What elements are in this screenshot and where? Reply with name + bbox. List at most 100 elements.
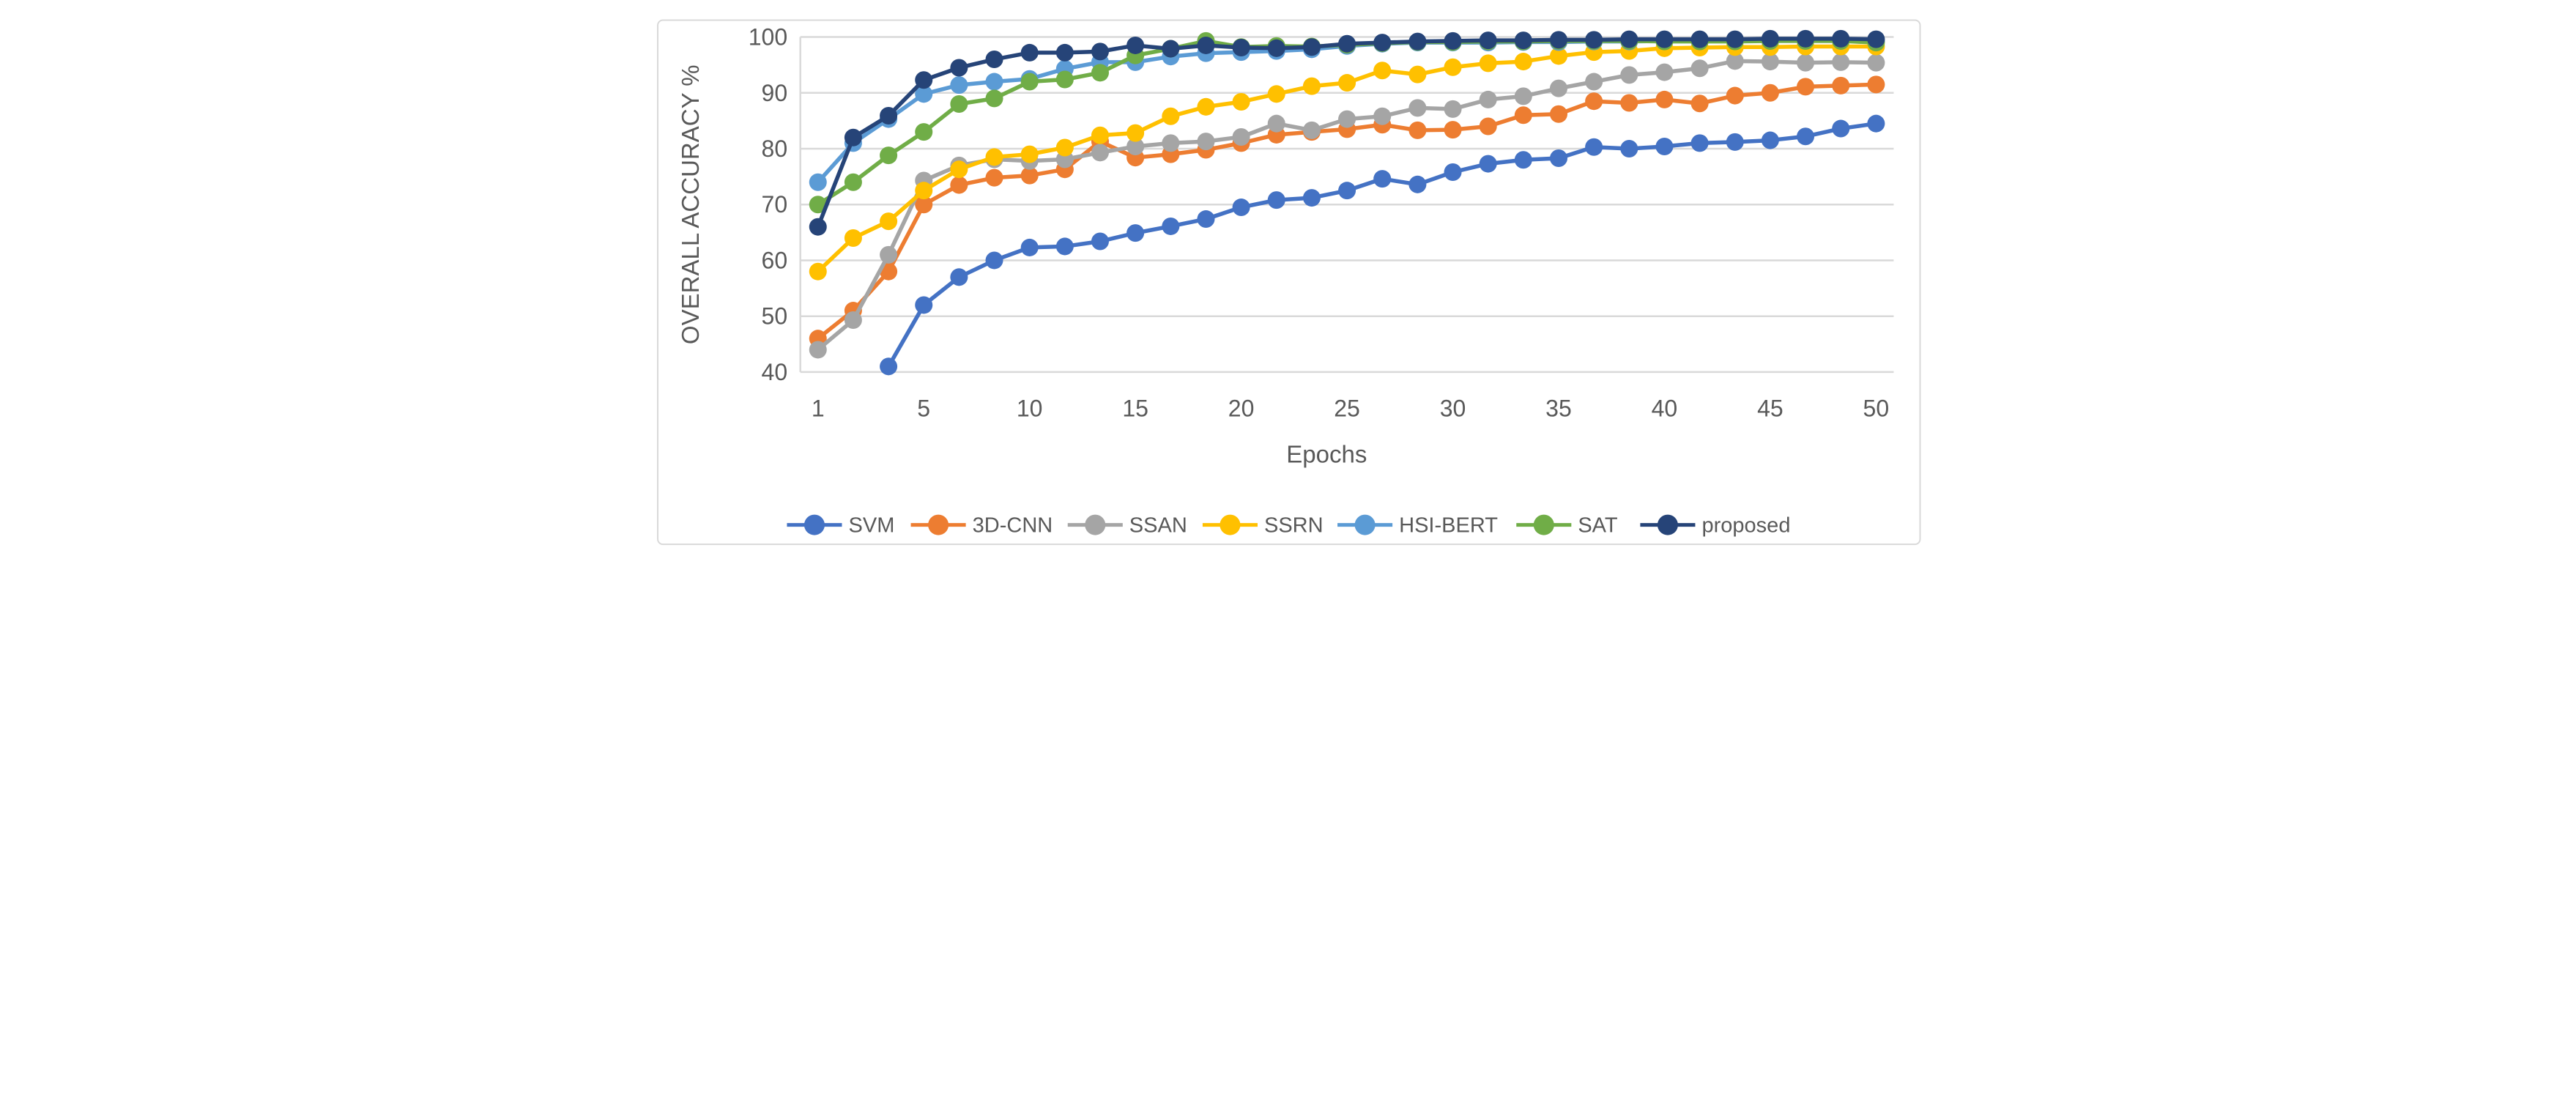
data-point-proposed-epoch-12: [1055, 43, 1074, 62]
data-point-proposed-epoch-40: [1655, 30, 1673, 48]
y-tick-90: 90: [761, 80, 787, 106]
x-tick-40: 40: [1651, 395, 1677, 421]
data-point-SVM-epoch-47: [1796, 127, 1814, 146]
data-point-SSRN-epoch-32: [1479, 54, 1497, 73]
data-point-SSAN-epoch-17: [1161, 134, 1179, 152]
legend-marker-3d-cnn: [927, 514, 949, 535]
data-point-SSRN-epoch-35: [1549, 47, 1567, 65]
data-point-SAT-epoch-12: [1055, 70, 1074, 89]
y-tick-50: 50: [761, 303, 787, 330]
data-point-proposed-epoch-43: [1726, 30, 1744, 48]
data-point-proposed-epoch-13: [1091, 42, 1109, 61]
legend-marker-hsi-bert: [1354, 514, 1376, 535]
data-point-proposed-epoch-35: [1549, 31, 1567, 49]
data-point-SSAN-epoch-42: [1690, 59, 1709, 78]
data-point-proposed-epoch-30: [1444, 31, 1462, 50]
data-point-SVM-epoch-7: [949, 268, 968, 286]
data-point-SVM-epoch-20: [1232, 198, 1250, 217]
data-point-SSRN-epoch-7: [949, 160, 968, 179]
data-point-HSI-BERT-epoch-7: [949, 76, 968, 94]
chart-frame: [656, 19, 1920, 546]
y-tick-80: 80: [761, 136, 787, 162]
data-point-SSAN-epoch-2: [844, 311, 862, 330]
data-point-SVM-epoch-5: [914, 296, 932, 314]
x-tick-50: 50: [1863, 395, 1889, 421]
data-point-SVM-epoch-42: [1690, 134, 1709, 152]
data-point-SVM-epoch-22: [1267, 191, 1285, 209]
chart-figure: 40 50 60 70 80 90 100 1 5 10 15 20 25 30 35 40 45 50 OVE…: [643, 0, 1933, 560]
data-point-SVM-epoch-23: [1302, 189, 1321, 207]
data-point-proposed-epoch-28: [1408, 32, 1426, 51]
legend-label-svm: SVM: [848, 514, 894, 538]
x-tick-10: 10: [1016, 395, 1042, 421]
data-point-SAT-epoch-2: [844, 173, 862, 191]
y-axis-title: OVERALL ACCURACY %: [677, 64, 704, 344]
data-point-SSAN-epoch-43: [1726, 52, 1744, 70]
legend-item-3d-cnn: 3D-CNN: [910, 514, 1053, 538]
data-point-proposed-epoch-38: [1619, 30, 1638, 48]
legend-marker-proposed: [1657, 514, 1678, 535]
data-point-SAT-epoch-8: [985, 89, 1003, 108]
legend-label-hsi-bert: HSI-BERT: [1399, 514, 1498, 538]
data-point-3D-CNN-epoch-30: [1444, 121, 1462, 139]
data-point-SVM-epoch-32: [1479, 155, 1497, 173]
data-point-SSAN-epoch-23: [1302, 121, 1321, 139]
data-point-SVM-epoch-35: [1549, 149, 1567, 167]
data-point-SSRN-epoch-28: [1408, 65, 1426, 84]
data-point-SVM-epoch-25: [1337, 182, 1356, 200]
data-point-3D-CNN-epoch-8: [985, 168, 1003, 187]
data-point-proposed-epoch-37: [1584, 31, 1603, 49]
data-point-HSI-BERT-epoch-1: [809, 173, 827, 191]
y-tick-60: 60: [761, 247, 787, 273]
data-point-proposed-epoch-42: [1690, 30, 1709, 48]
data-point-SSAN-epoch-32: [1479, 90, 1497, 108]
data-point-SVM-epoch-13: [1091, 232, 1109, 251]
data-point-3D-CNN-epoch-42: [1690, 94, 1709, 113]
data-point-proposed-epoch-33: [1514, 31, 1532, 50]
data-point-SAT-epoch-7: [949, 95, 968, 114]
data-point-SSRN-epoch-23: [1302, 77, 1321, 95]
data-point-proposed-epoch-5: [914, 71, 932, 89]
data-point-SSAN-epoch-18: [1196, 133, 1214, 151]
legend-item-svm: SVM: [786, 514, 894, 538]
data-point-SSRN-epoch-17: [1161, 107, 1179, 125]
data-point-SVM-epoch-27: [1373, 170, 1391, 188]
data-point-SSRN-epoch-8: [985, 148, 1003, 166]
data-point-SSAN-epoch-50: [1866, 53, 1885, 72]
data-point-proposed-epoch-17: [1161, 40, 1179, 58]
data-point-proposed-epoch-7: [949, 59, 968, 77]
data-point-SVM-epoch-17: [1161, 217, 1179, 235]
x-axis-tick-labels: 1 5 10 15 20 25 30 35 40 45 50: [811, 395, 1888, 421]
data-point-SVM-epoch-18: [1196, 210, 1214, 229]
series-proposed: [809, 29, 1885, 236]
data-point-SSRN-epoch-1: [809, 262, 827, 281]
data-point-SVM-epoch-45: [1761, 131, 1779, 149]
data-point-SSAN-epoch-38: [1619, 66, 1638, 84]
legend-marker-ssan: [1084, 514, 1105, 535]
data-point-3D-CNN-epoch-48: [1831, 76, 1849, 94]
data-point-SAT-epoch-10: [1020, 73, 1039, 91]
data-point-SSRN-epoch-25: [1337, 74, 1356, 92]
data-point-proposed-epoch-1: [809, 218, 827, 236]
data-point-proposed-epoch-3: [879, 107, 897, 125]
data-point-SSRN-epoch-22: [1267, 85, 1285, 103]
data-point-SSRN-epoch-3: [879, 212, 897, 231]
data-point-3D-CNN-epoch-32: [1479, 117, 1497, 136]
y-tick-70: 70: [761, 191, 787, 218]
data-series: [809, 29, 1885, 376]
y-tick-40: 40: [761, 359, 787, 385]
data-point-SSAN-epoch-1: [809, 341, 827, 359]
data-point-SVM-epoch-38: [1619, 140, 1638, 158]
data-point-proposed-epoch-48: [1831, 29, 1849, 48]
x-tick-35: 35: [1545, 395, 1572, 421]
data-point-proposed-epoch-32: [1479, 31, 1497, 50]
data-point-3D-CNN-epoch-5: [914, 196, 932, 214]
x-tick-15: 15: [1122, 395, 1148, 421]
data-point-SSAN-epoch-22: [1267, 114, 1285, 133]
data-point-SVM-epoch-15: [1126, 224, 1144, 242]
data-point-3D-CNN-epoch-35: [1549, 105, 1567, 123]
x-axis-title: Epochs: [1286, 441, 1367, 468]
legend-item-sat: SAT: [1515, 514, 1617, 538]
data-point-SSRN-epoch-20: [1232, 92, 1250, 111]
